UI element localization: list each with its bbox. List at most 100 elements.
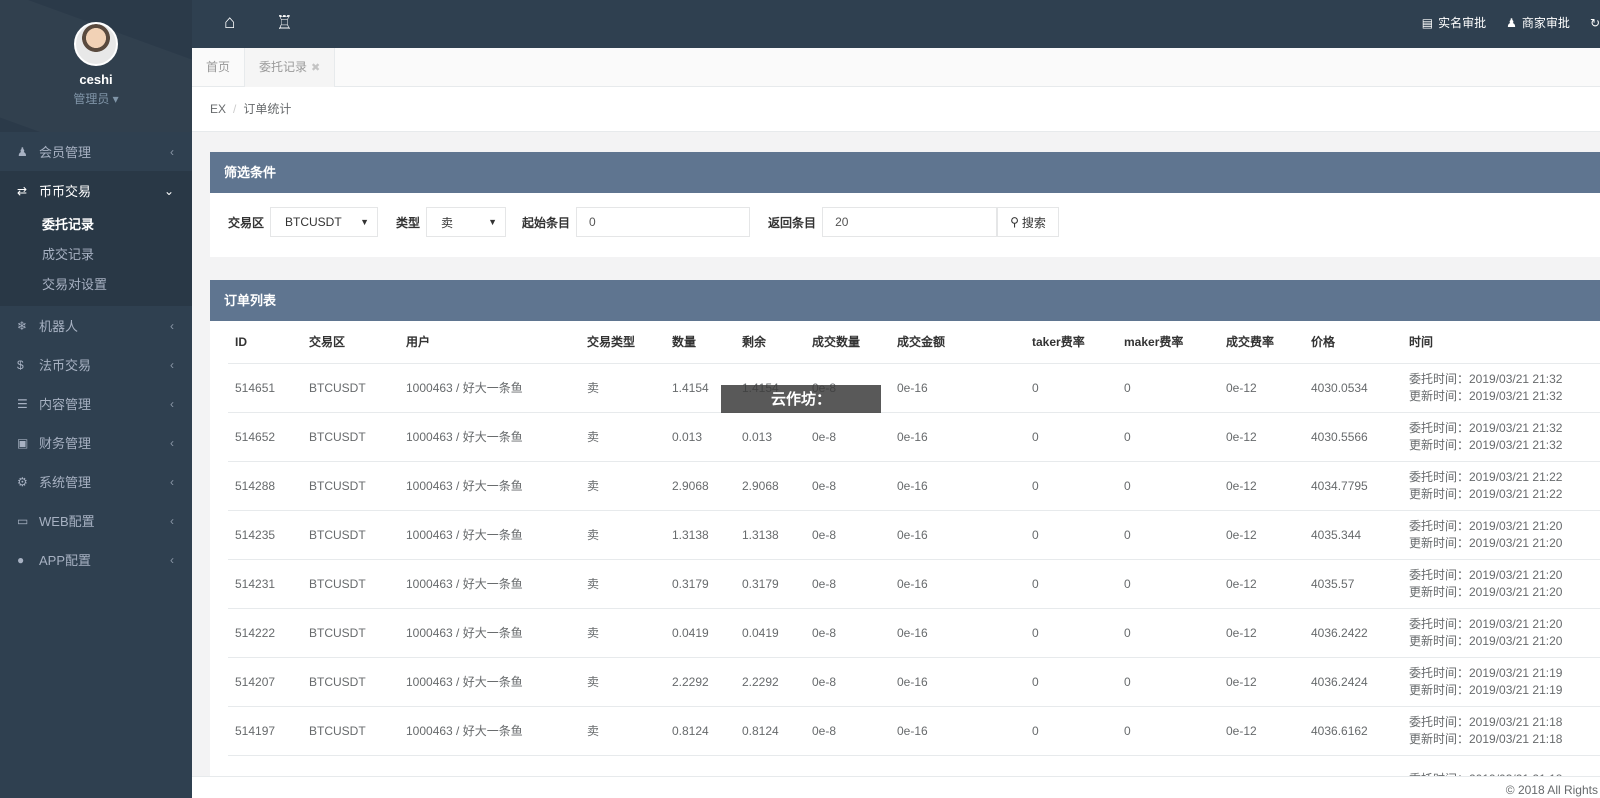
sidebar-item-label: APP配置 [39, 553, 92, 568]
home-icon[interactable]: ⌂ [224, 12, 236, 33]
sidebar-item-finance[interactable]: ▣ 财务管理 ‹ [0, 423, 192, 462]
table-row[interactable]: 514235 BTCUSDT 1000463 / 好大一条鱼卖 1.3138 1.313… [228, 510, 1600, 560]
sidebar-item-fiat[interactable]: $ 法币交易 ‹ [0, 345, 192, 384]
id-card-icon: ▤ [1421, 15, 1434, 30]
chevron-left-icon: ‹ [170, 552, 174, 567]
table-cell: 514652 [228, 412, 302, 462]
breadcrumb: EX / 订单统计 [192, 87, 1600, 132]
refresh-icon[interactable]: ↻ [1589, 15, 1600, 30]
time-cell: 委托时间：2019/03/21 21:32 更新时间：2019/03/21 21:… [1402, 363, 1600, 413]
sidebar-item-label: 会员管理 [39, 145, 92, 160]
footer: © 2018 All Rights [192, 776, 1600, 798]
market-select[interactable]: BTCUSDT ▼ [270, 207, 379, 237]
update-time: 更新时间：2019/03/21 21:22 [1409, 486, 1563, 501]
breadcrumb-separator: / [233, 102, 237, 116]
order-time: 委托时间：2019/03/21 21:32 [1409, 420, 1563, 435]
column-header: 成交金额 [890, 321, 1025, 364]
order-list-panel: 订单列表 ID 交易区 用户 交易类型 数量 剩余 成交数量 成交金额 taker费率 maker… [210, 280, 1600, 798]
column-header: 成交数量 [805, 321, 890, 364]
table-cell: 4030.0534 [1304, 363, 1402, 413]
market-label: 交易区 [228, 215, 265, 230]
sidebar-item-app[interactable]: ● APP配置 ‹ [0, 540, 192, 579]
count-input[interactable]: 20 [822, 207, 998, 237]
type-label: 类型 [396, 215, 421, 230]
table-cell: 1000463 / 好大一条鱼 [399, 363, 580, 413]
sidebar-item-label: 内容管理 [39, 397, 92, 412]
caret-down-icon: ▼ [488, 217, 498, 227]
broom-icon[interactable]: ♖ [276, 13, 294, 34]
update-time: 更新时间：2019/03/21 21:20 [1409, 535, 1563, 550]
chevron-left-icon: ‹ [170, 435, 174, 450]
realname-approval-link[interactable]: ▤ 实名审批 [1422, 14, 1486, 31]
column-header: 剩余 [735, 321, 805, 364]
table-cell: 0.0419 [665, 608, 735, 658]
table-cell: 0 [1025, 363, 1117, 413]
table-cell: BTCUSDT [302, 363, 399, 413]
table-cell: 0e-8 [805, 510, 890, 560]
breadcrumb-root[interactable]: EX [210, 102, 227, 116]
count-label: 返回条目 [768, 215, 817, 230]
table-cell: 0 [1025, 559, 1117, 609]
table-cell: 0e-8 [805, 657, 890, 707]
sidebar-subitem-pairs[interactable]: 交易对设置 [42, 277, 108, 292]
update-time: 更新时间：2019/03/21 21:32 [1409, 437, 1563, 452]
column-header: 成交费率 [1219, 321, 1304, 364]
type-select[interactable]: 卖 ▼ [426, 207, 507, 237]
chevron-down-icon: ⌄ [163, 183, 174, 198]
table-row[interactable]: 514222 BTCUSDT 1000463 / 好大一条鱼卖 0.0419 0.041… [228, 608, 1600, 658]
table-row[interactable]: 514231 BTCUSDT 1000463 / 好大一条鱼卖 0.3179 0.317… [228, 559, 1600, 609]
sidebar-subitem-orders[interactable]: 委托记录 [42, 217, 95, 232]
avatar[interactable] [74, 22, 118, 66]
filter-form: 交易区 BTCUSDT ▼ 类型 卖 ▼ 起始条目 0 返回条目 20 ⚲ 搜索 [210, 193, 1600, 237]
table-cell: 0 [1025, 706, 1117, 756]
laptop-icon: ▭ [17, 513, 29, 528]
sidebar-item-member[interactable]: ♟ 会员管理 ‹ [0, 132, 192, 171]
table-cell: 514222 [228, 608, 302, 658]
table-row[interactable]: 514207 BTCUSDT 1000463 / 好大一条鱼卖 2.2292 2.229… [228, 657, 1600, 707]
update-time: 更新时间：2019/03/21 21:20 [1409, 633, 1563, 648]
table-row[interactable]: 514288 BTCUSDT 1000463 / 好大一条鱼卖 2.9068 2.906… [228, 461, 1600, 511]
table-cell: 0 [1117, 461, 1219, 511]
table-cell: 0e-12 [1219, 706, 1304, 756]
table-row[interactable]: 514197 BTCUSDT 1000463 / 好大一条鱼卖 0.8124 0.812… [228, 706, 1600, 756]
table-cell: 0e-16 [890, 608, 1025, 658]
search-button[interactable]: ⚲ 搜索 [997, 207, 1059, 237]
tab-home[interactable]: 首页 [192, 48, 246, 87]
sidebar-subitem-trades[interactable]: 成交记录 [42, 247, 95, 262]
market-select-value: BTCUSDT [285, 215, 342, 229]
filter-panel-title: 筛选条件 [210, 152, 1600, 193]
sidebar-item-label: 币币交易 [39, 184, 92, 199]
table-cell: 0.8124 [665, 706, 735, 756]
time-cell: 委托时间：2019/03/21 21:20 更新时间：2019/03/21 21:… [1402, 608, 1600, 658]
sidebar-item-robot[interactable]: ❄ 机器人 ‹ [0, 306, 192, 345]
merchant-approval-link[interactable]: ♟ 商家审批 [1506, 14, 1570, 31]
sidebar-item-system[interactable]: ⚙ 系统管理 ‹ [0, 462, 192, 501]
chevron-left-icon: ‹ [170, 474, 174, 489]
table-cell: 514651 [228, 363, 302, 413]
start-label: 起始条目 [522, 215, 571, 230]
table-cell: 4030.5566 [1304, 412, 1402, 462]
profile-role-dropdown[interactable]: 管理员 ▾ [73, 92, 119, 106]
sidebar-item-coin-trade[interactable]: ⇄ 币币交易 ⌄ [0, 171, 192, 210]
table-cell: 0.8124 [735, 706, 805, 756]
table-cell: 2.9068 [665, 461, 735, 511]
close-icon[interactable]: ✖ [311, 62, 321, 74]
profile-name: ceshi [79, 72, 113, 87]
time-cell: 委托时间：2019/03/21 21:18 更新时间：2019/03/21 21:… [1402, 706, 1600, 756]
table-cell: 0 [1117, 706, 1219, 756]
update-time: 更新时间：2019/03/21 21:19 [1409, 682, 1563, 697]
table-cell: BTCUSDT [302, 608, 399, 658]
order-time: 委托时间：2019/03/21 21:22 [1409, 469, 1563, 484]
start-input[interactable]: 0 [576, 207, 751, 237]
tab-orders[interactable]: 委托记录 ✖ [245, 48, 336, 87]
table-cell: BTCUSDT [302, 461, 399, 511]
count-input-value: 20 [835, 215, 849, 229]
column-header: 用户 [399, 321, 580, 364]
user-icon: ♟ [1506, 15, 1517, 30]
sidebar-item-web[interactable]: ▭ WEB配置 ‹ [0, 501, 192, 540]
table-cell: 0 [1025, 510, 1117, 560]
sidebar-item-content[interactable]: ☰ 内容管理 ‹ [0, 384, 192, 423]
table-cell: 2.2292 [735, 657, 805, 707]
